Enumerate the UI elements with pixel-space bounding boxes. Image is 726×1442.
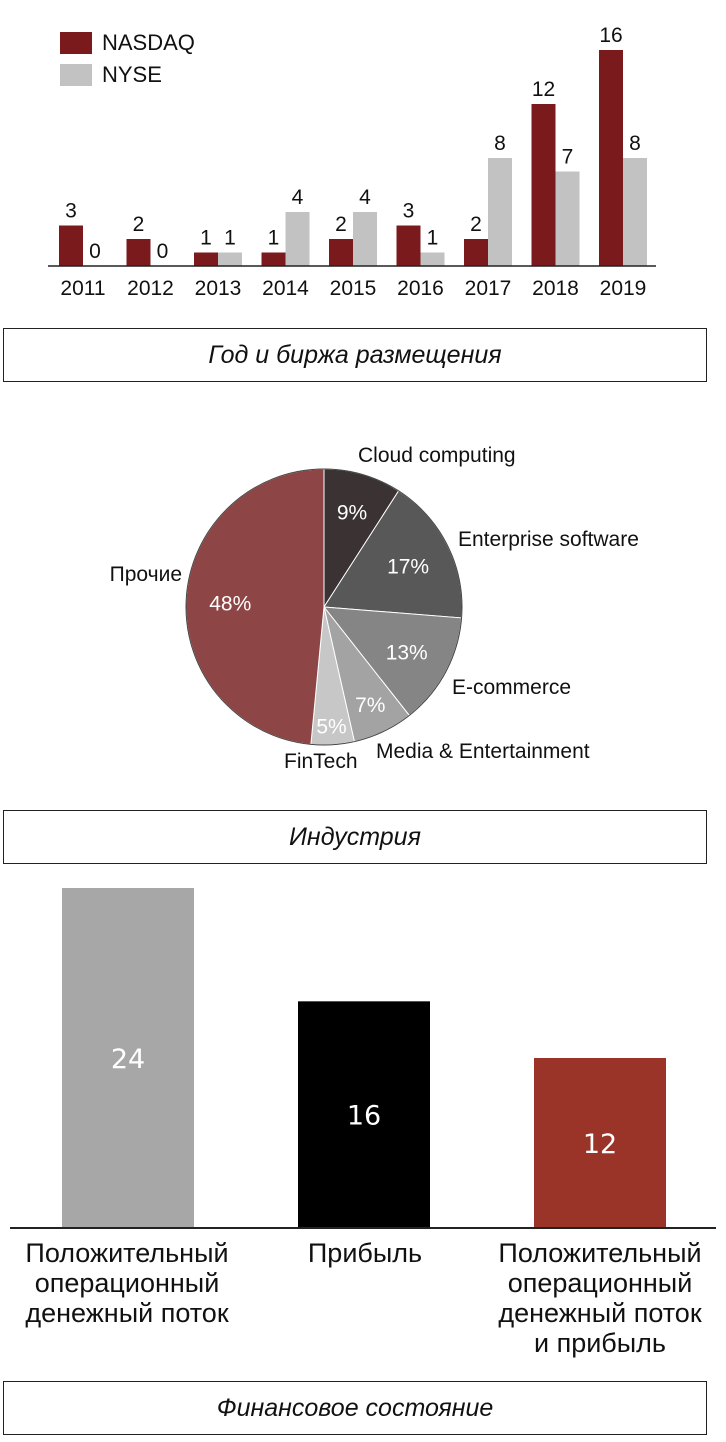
legend-swatch-nasdaq: [60, 32, 92, 54]
bar-financial-0: [62, 888, 194, 1228]
bar-nyse-2017: [488, 158, 512, 266]
financial-status-chart: 24 16 12: [10, 888, 716, 1229]
data-label-nyse-2015: 4: [359, 186, 371, 209]
data-label-nasdaq-2013: 1: [200, 227, 212, 250]
bar-financial-2: [534, 1058, 666, 1228]
bar-nasdaq-2016: [396, 225, 421, 266]
data-label-nasdaq-2011: 3: [65, 200, 77, 223]
data-label-nyse-2012: 0: [157, 240, 169, 263]
bar-nasdaq-2013: [194, 252, 218, 266]
pie-value-прочие: 48%: [209, 593, 251, 616]
data-label-nasdaq-2014: 1: [268, 227, 280, 250]
bar-nyse-2013: [218, 252, 242, 266]
data-label-nasdaq-2016: 3: [403, 200, 415, 223]
x-tick-label-2018: 2018: [532, 277, 579, 300]
data-label-nasdaq-2012: 2: [133, 213, 145, 236]
pie-value-cloud-computing: 9%: [337, 502, 367, 525]
data-label-financial-0: 24: [111, 1044, 145, 1075]
data-label-nasdaq-2015: 2: [335, 213, 347, 236]
bar-nasdaq-2015: [329, 239, 353, 266]
bar-nasdaq-2018: [531, 104, 556, 266]
bar-nasdaq-2017: [464, 239, 488, 266]
pie-value-enterprise-software: 17%: [387, 555, 429, 578]
caption-industry: Индустрия: [3, 810, 707, 864]
legend-label-nyse: NYSE: [102, 62, 162, 87]
bar-nyse-2015: [353, 212, 377, 266]
data-label-financial-1: 16: [347, 1101, 381, 1132]
bar-nyse-2019: [623, 158, 647, 266]
pie-label-enterprise-software: Enterprise software: [458, 528, 639, 551]
x-tick-label-2019: 2019: [600, 277, 647, 300]
data-label-nasdaq-2017: 2: [470, 213, 482, 236]
category-label-profit: Прибыль: [307, 1238, 423, 1268]
pie-label-прочие: Прочие: [110, 563, 182, 586]
bar-nasdaq-2019: [599, 50, 623, 266]
legend-item-nyse: NYSE: [60, 62, 162, 88]
bar-nyse-2018: [555, 171, 580, 266]
data-label-financial-2: 12: [583, 1129, 617, 1160]
legend-swatch-nyse: [60, 64, 92, 86]
pie-value-media-entertainment: 7%: [355, 694, 385, 717]
pie-label-fintech: FinTech: [284, 750, 358, 773]
category-label-positive-cash-flow: Положительный операционный денежный пото…: [25, 1238, 229, 1328]
category-label-cash-flow-and-profit: Положительный операционный денежный пото…: [498, 1238, 702, 1358]
data-label-nasdaq-2018: 12: [532, 78, 555, 101]
pie-label-cloud-computing: Cloud computing: [358, 444, 516, 467]
data-label-nyse-2017: 8: [494, 132, 506, 155]
pie-label-e-commerce: E-commerce: [452, 676, 571, 699]
x-tick-label-2015: 2015: [330, 277, 377, 300]
pie-slice-прочие: [185, 468, 325, 745]
x-tick-label-2013: 2013: [195, 277, 242, 300]
x-tick-label-2011: 2011: [60, 277, 105, 300]
pie-value-e-commerce: 13%: [386, 641, 428, 664]
data-label-nyse-2018: 7: [562, 146, 574, 169]
legend-label-nasdaq: NASDAQ: [102, 30, 195, 55]
x-tick-label-2016: 2016: [397, 277, 444, 300]
bar-nyse-2014: [285, 212, 310, 266]
x-tick-label-2017: 2017: [465, 277, 512, 300]
bar-nasdaq-2011: [59, 225, 83, 266]
caption-financial-status: Финансовое состояние: [3, 1381, 707, 1435]
bar-nyse-2016: [420, 252, 445, 266]
caption-year-exchange: Год и биржа размещения: [3, 328, 707, 382]
data-label-nasdaq-2019: 16: [599, 24, 622, 47]
bar-nasdaq-2014: [261, 252, 286, 266]
x-tick-label-2012: 2012: [127, 277, 174, 300]
data-label-nyse-2019: 8: [629, 132, 641, 155]
data-label-nyse-2014: 4: [292, 186, 304, 209]
bar-nasdaq-2012: [126, 239, 151, 266]
pie-value-fintech: 5%: [316, 715, 346, 738]
pie-label-media-entertainment: Media & Entertainment: [376, 740, 590, 763]
industry-pie-chart: 9% Cloud computing 17% Enterprise software 1…: [110, 444, 639, 773]
legend-item-nasdaq: NASDAQ: [60, 30, 195, 56]
x-tick-label-2014: 2014: [262, 277, 309, 300]
data-label-nyse-2011: 0: [89, 240, 101, 263]
data-label-nyse-2013: 1: [224, 227, 236, 250]
data-label-nyse-2016: 1: [427, 227, 439, 250]
bar-financial-1: [298, 1001, 430, 1228]
pie-outline: [185, 468, 463, 746]
